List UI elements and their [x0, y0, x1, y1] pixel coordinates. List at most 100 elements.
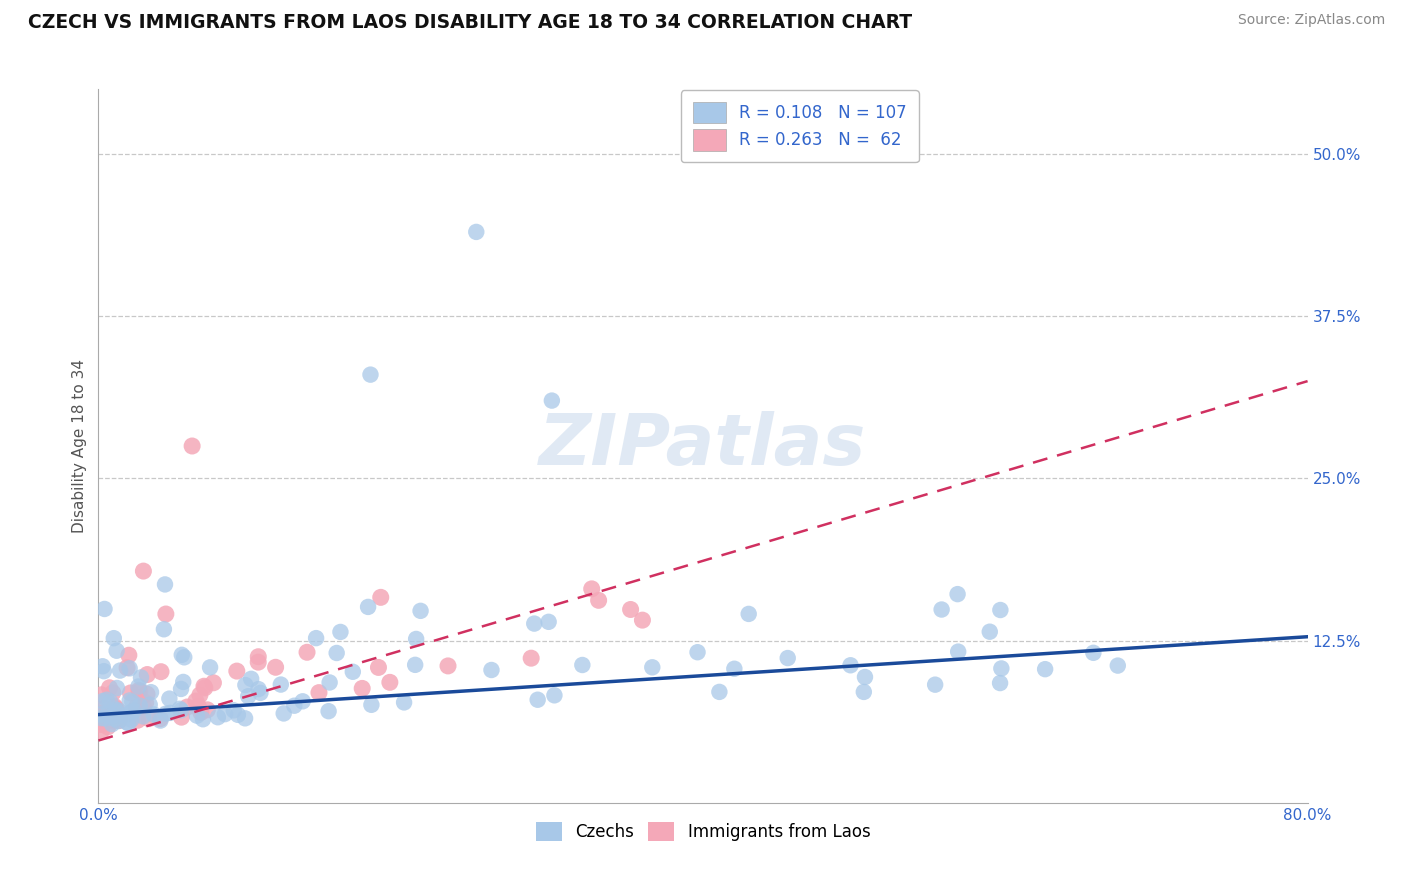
Point	[342, 665, 364, 679]
Point	[225, 664, 247, 678]
Point	[202, 675, 225, 690]
Point	[924, 678, 946, 692]
Point	[270, 677, 292, 691]
Point	[273, 706, 295, 721]
Point	[979, 624, 1001, 639]
Point	[931, 602, 953, 616]
Point	[108, 664, 131, 678]
Point	[990, 661, 1012, 675]
Point	[93, 711, 115, 725]
Point	[127, 714, 149, 728]
Point	[839, 658, 862, 673]
Point	[264, 660, 287, 674]
Point	[588, 593, 610, 607]
Point	[94, 711, 117, 725]
Point	[176, 700, 198, 714]
Point	[184, 694, 207, 708]
Point	[249, 686, 271, 700]
Point	[291, 694, 314, 708]
Point	[120, 705, 142, 719]
Point	[104, 699, 127, 714]
Point	[571, 658, 593, 673]
Point	[325, 646, 347, 660]
Point	[235, 678, 257, 692]
Point	[105, 701, 128, 715]
Point	[155, 706, 177, 721]
Point	[105, 644, 128, 658]
Point	[120, 713, 142, 727]
Point	[155, 607, 177, 621]
Point	[121, 695, 143, 709]
Point	[360, 698, 382, 712]
Point	[93, 706, 115, 720]
Point	[186, 708, 208, 723]
Point	[132, 699, 155, 714]
Point	[90, 712, 112, 726]
Point	[107, 714, 129, 728]
Point	[207, 710, 229, 724]
Point	[169, 702, 191, 716]
Point	[157, 691, 180, 706]
Point	[437, 659, 460, 673]
Point	[128, 683, 150, 698]
Point	[481, 663, 503, 677]
Point	[247, 649, 270, 664]
Point	[90, 715, 112, 730]
Point	[127, 680, 149, 694]
Point	[352, 681, 374, 696]
Point	[138, 712, 160, 726]
Point	[357, 599, 380, 614]
Point	[946, 587, 969, 601]
Point	[170, 703, 193, 717]
Point	[378, 675, 401, 690]
Point	[409, 604, 432, 618]
Point	[853, 670, 876, 684]
Point	[150, 665, 173, 679]
Point	[132, 564, 155, 578]
Point	[139, 685, 162, 699]
Point	[132, 709, 155, 723]
Point	[138, 698, 160, 712]
Point	[105, 706, 128, 720]
Point	[104, 702, 127, 716]
Point	[117, 716, 139, 731]
Point	[114, 707, 136, 722]
Point	[1107, 658, 1129, 673]
Point	[105, 705, 128, 719]
Point	[190, 706, 212, 720]
Point	[170, 681, 193, 696]
Point	[103, 714, 125, 728]
Point	[318, 675, 340, 690]
Point	[709, 685, 731, 699]
Point	[90, 688, 112, 702]
Point	[305, 631, 328, 645]
Point	[115, 715, 138, 730]
Point	[172, 674, 194, 689]
Point	[128, 698, 150, 713]
Point	[149, 712, 172, 726]
Point	[90, 717, 112, 731]
Point	[990, 603, 1012, 617]
Point	[737, 607, 759, 621]
Point	[526, 692, 548, 706]
Point	[1033, 662, 1056, 676]
Point	[404, 657, 426, 672]
Point	[370, 591, 392, 605]
Point	[120, 686, 142, 700]
Point	[581, 582, 603, 596]
Point	[98, 681, 121, 695]
Point	[170, 648, 193, 662]
Point	[159, 706, 181, 720]
Point	[118, 661, 141, 675]
Point	[465, 225, 488, 239]
Point	[392, 695, 415, 709]
Point	[91, 694, 114, 708]
Point	[686, 645, 709, 659]
Point	[405, 632, 427, 646]
Point	[103, 712, 125, 726]
Point	[90, 723, 112, 738]
Point	[108, 714, 131, 728]
Point	[188, 688, 211, 702]
Point	[195, 703, 218, 717]
Point	[90, 707, 112, 722]
